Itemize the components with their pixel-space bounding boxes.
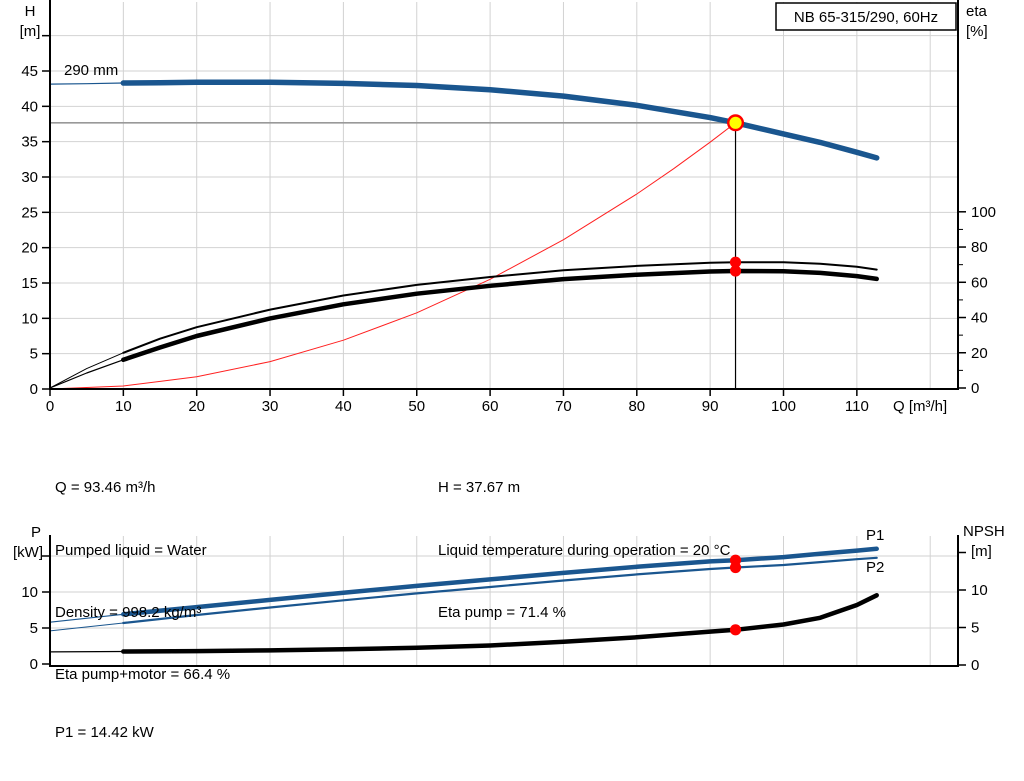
eta-tick-label: 0 xyxy=(971,380,979,397)
eta-axis-label-unit: [%] xyxy=(966,23,988,40)
result-liquid-temperature: Liquid temperature during operation = 20… xyxy=(438,541,731,559)
eta-pump-motor-marker xyxy=(729,265,742,277)
h-tick-label: 10 xyxy=(21,310,38,327)
q-tick-label: 100 xyxy=(771,398,796,415)
p2-marker xyxy=(729,561,742,574)
npsh-axis-label-unit: [m] xyxy=(971,543,992,560)
q-tick-label: 80 xyxy=(628,398,645,415)
curve-P2-thin xyxy=(49,622,124,632)
p-axis-label-symbol: P xyxy=(31,524,41,541)
result-q: Q = 93.46 m³/h xyxy=(55,479,156,497)
q-tick-label: 50 xyxy=(408,398,425,415)
h-axis-label-symbol: H xyxy=(25,3,36,20)
eta-tick-label: 100 xyxy=(971,204,996,221)
h-tick-label: 40 xyxy=(21,98,38,115)
q-tick-label: 30 xyxy=(262,398,279,415)
top-chart-curves xyxy=(49,79,880,390)
eta-axis-label-symbol: eta xyxy=(966,3,988,20)
h-tick-label: 25 xyxy=(21,204,38,221)
curve-P1-thin xyxy=(49,613,124,623)
q-tick-label: 20 xyxy=(188,398,205,415)
curve-head-290mm-thin xyxy=(49,82,124,85)
p-axis-label-unit: [kW] xyxy=(13,544,43,561)
p-tick-label: 5 xyxy=(30,620,38,637)
npsh-tick-label: 5 xyxy=(971,620,979,637)
gridlines xyxy=(51,2,957,665)
h-tick-label: 0 xyxy=(30,381,38,398)
curve-eta-pump xyxy=(122,261,878,354)
eta-tick-label: 80 xyxy=(971,239,988,256)
bottom-chart-curves xyxy=(49,546,879,654)
duty-markers xyxy=(727,114,745,636)
q-tick-label: 60 xyxy=(482,398,499,415)
q-tick-label: 110 xyxy=(845,398,869,415)
result-eta-pump-motor: Eta pump+motor = 66.4 % xyxy=(55,665,231,683)
npsh-tick-label: 0 xyxy=(971,657,979,674)
npsh-marker xyxy=(729,624,742,636)
pump-title: NB 65-315/290, 60Hz xyxy=(794,9,938,26)
q-tick-label: 90 xyxy=(702,398,719,415)
curve-eta-pump-thin xyxy=(49,352,124,389)
p-tick-label: 10 xyxy=(21,584,38,601)
curve-system-curve xyxy=(49,122,736,390)
eta-tick-label: 20 xyxy=(971,345,988,362)
duty-results-left: Q = 93.46 m³/h Pumped liquid = Water Den… xyxy=(55,437,230,727)
result-h: H = 37.67 m xyxy=(438,479,521,497)
npsh-tick-label: 10 xyxy=(971,582,988,599)
power-results: P1 = 14.42 kW P2 = 13.4 kW NPSH = 4.69 m… xyxy=(55,682,397,781)
duty-point-marker xyxy=(727,114,745,132)
q-tick-label: 70 xyxy=(555,398,572,415)
curve-NPSH xyxy=(121,593,879,654)
h-tick-label: 35 xyxy=(21,134,38,151)
curve-P1 xyxy=(121,546,879,617)
h-tick-label: 45 xyxy=(21,63,38,80)
curve-P2 xyxy=(122,556,878,625)
pump-title-box xyxy=(775,2,957,31)
curve-head-290mm xyxy=(120,79,880,161)
eta-tick-label: 60 xyxy=(971,274,988,291)
impeller-diameter-label: 290 mm xyxy=(64,62,118,79)
h-tick-label: 20 xyxy=(21,240,38,257)
h-tick-label: 5 xyxy=(30,346,38,363)
curve-eta-pump-motor xyxy=(121,268,879,363)
q-tick-label: 0 xyxy=(46,398,54,415)
curve-eta-pump-motor-thin xyxy=(49,359,124,389)
npsh-axis-label-symbol: NPSH xyxy=(963,523,1005,540)
duty-results-right: H = 37.67 m Liquid temperature during op… xyxy=(438,437,730,665)
result-density: Density = 998.2 kg/m³ xyxy=(55,603,202,621)
q-axis-label: Q [m³/h] xyxy=(893,398,947,415)
q-tick-label: 40 xyxy=(335,398,352,415)
h-axis-label-unit: [m] xyxy=(20,23,41,40)
result-eta-pump: Eta pump = 71.4 % xyxy=(438,603,566,621)
h-tick-label: 30 xyxy=(21,169,38,186)
p1-curve-label: P1 xyxy=(866,527,884,544)
p2-curve-label: P2 xyxy=(866,559,884,576)
result-p1: P1 = 14.42 kW xyxy=(55,724,154,742)
result-pumped-liquid: Pumped liquid = Water xyxy=(55,541,207,559)
static-labels: NB 65-315/290, 60Hz H [m] eta [%] 290 mm… xyxy=(13,2,1005,576)
q-tick-label: 10 xyxy=(115,398,132,415)
h-tick-label: 15 xyxy=(21,275,38,292)
eta-tick-label: 40 xyxy=(971,310,988,327)
eta-pump-marker xyxy=(729,256,742,268)
p-tick-label: 0 xyxy=(30,656,38,673)
